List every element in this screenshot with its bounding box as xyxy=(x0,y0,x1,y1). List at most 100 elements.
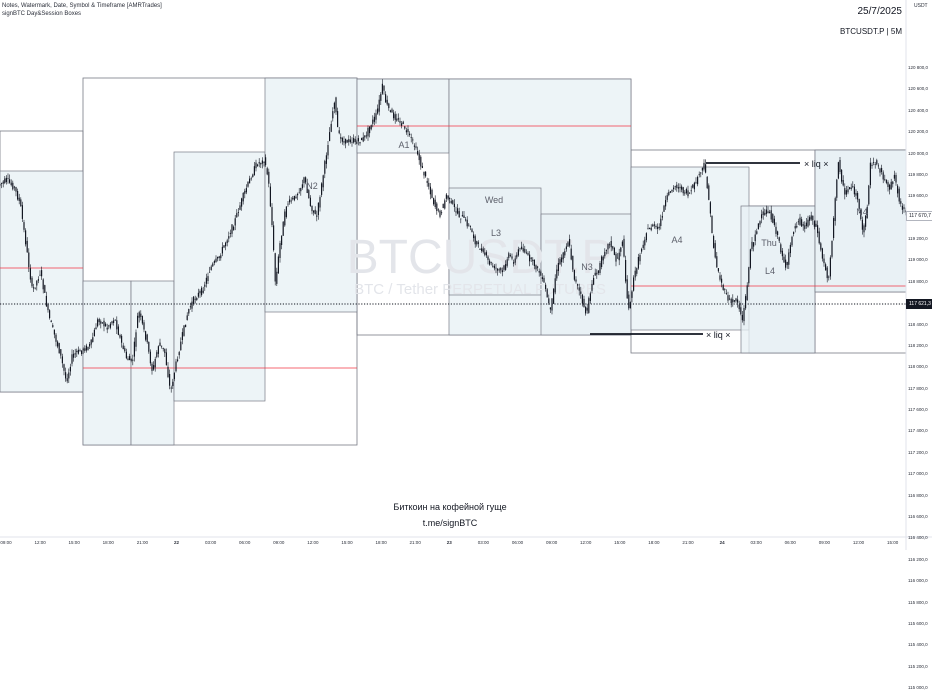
candle-body xyxy=(204,284,206,287)
price-axis-label: 116 200,0 xyxy=(908,556,928,562)
indicator-legend-2[interactable]: signBTC Day&Session Boxes xyxy=(2,11,82,17)
time-axis-label: 06:00 xyxy=(511,540,524,545)
time-axis-label: 09:00 xyxy=(0,540,12,545)
price-axis-label: 115 600,0 xyxy=(908,620,928,626)
candle-body xyxy=(420,156,422,167)
candle-body xyxy=(281,235,283,245)
candle-body xyxy=(308,190,310,198)
candle-body xyxy=(116,320,118,330)
candle-body xyxy=(231,224,233,234)
time-axis-label: 21:00 xyxy=(409,540,421,545)
candle-body xyxy=(506,259,508,266)
candle-body xyxy=(341,138,343,142)
candle-body xyxy=(410,137,412,138)
candle-body xyxy=(289,199,291,203)
candle-body xyxy=(623,238,625,257)
candle-body xyxy=(505,264,507,270)
candle-body xyxy=(39,274,41,276)
liquidity-label-low: × liq × xyxy=(706,330,731,340)
candle-body xyxy=(561,257,563,263)
candle-body xyxy=(191,301,193,309)
candle-body xyxy=(113,320,115,323)
candle-body xyxy=(871,164,873,166)
candle-body xyxy=(92,337,94,342)
candle-body xyxy=(892,181,894,185)
candle-body xyxy=(653,224,655,226)
candle-body xyxy=(127,358,129,360)
candle-body xyxy=(732,299,734,303)
candle-body xyxy=(18,197,20,201)
candle-body xyxy=(337,111,339,128)
candle-body xyxy=(130,358,132,361)
candle-body xyxy=(874,164,876,165)
candle-body xyxy=(684,192,686,194)
footer-line-2[interactable]: t.me/signBTC xyxy=(422,518,478,528)
candle-body xyxy=(111,321,113,324)
candle-body xyxy=(517,249,519,256)
candle-body xyxy=(409,133,411,135)
liquidity-label-high: × liq × xyxy=(804,159,829,169)
candle-body xyxy=(244,190,246,194)
time-axis-label: 09:00 xyxy=(545,540,558,545)
chart-symbol-timeframe: BTCUSDT.P | 5M xyxy=(840,27,902,36)
candle-body xyxy=(709,202,711,214)
candle-body xyxy=(114,319,116,321)
candle-body xyxy=(484,252,486,255)
candle-body xyxy=(543,277,545,283)
candle-body xyxy=(327,145,329,156)
candle-body xyxy=(805,222,807,227)
currency-label[interactable]: USDT xyxy=(914,3,928,9)
candle-body xyxy=(241,198,243,207)
candle-body xyxy=(21,205,23,219)
candle-body xyxy=(394,114,396,120)
candle-body xyxy=(753,242,755,247)
candle-body xyxy=(28,252,30,268)
session-box xyxy=(0,170,84,393)
candle-body xyxy=(180,341,182,351)
candle-body xyxy=(215,258,217,262)
candle-body xyxy=(52,325,54,328)
candle-body xyxy=(85,345,87,351)
candle-body xyxy=(610,241,612,248)
price-chart[interactable]: BTCUSDT.P BTC / Tether PERPETUAL FUTURES… xyxy=(0,0,932,550)
indicator-legend-1[interactable]: Notes, Watermark, Date, Symbol & Timefra… xyxy=(2,3,162,9)
candle-body xyxy=(876,160,878,165)
candle-body xyxy=(901,205,903,210)
candle-body xyxy=(607,243,609,250)
candle-body xyxy=(137,315,139,328)
candle-body xyxy=(449,197,451,199)
candle-body xyxy=(68,372,70,379)
candle-body xyxy=(10,182,12,186)
candle-body xyxy=(178,352,180,356)
candle-body xyxy=(794,226,796,229)
candle-body xyxy=(329,132,331,142)
candle-body xyxy=(225,242,227,247)
candle-body xyxy=(887,182,889,187)
candle-body xyxy=(209,271,211,273)
time-axis-label: 15:00 xyxy=(614,540,626,545)
candle-body xyxy=(618,252,620,261)
candle-body xyxy=(380,94,382,101)
candle-body xyxy=(285,206,287,217)
candle-body xyxy=(197,292,199,297)
candle-body xyxy=(860,209,862,219)
candle-body xyxy=(217,257,219,259)
price-axis-label: 115 200,0 xyxy=(908,663,928,669)
candle-body xyxy=(602,256,604,261)
candle-body xyxy=(351,141,353,143)
candle-body xyxy=(161,345,163,347)
candle-body xyxy=(661,216,663,218)
candle-body xyxy=(105,323,107,327)
candle-body xyxy=(594,272,596,276)
session-box xyxy=(740,205,816,354)
candle-body xyxy=(575,279,577,282)
candle-body xyxy=(673,187,675,190)
price-axis-label: 120 800,0 xyxy=(908,65,929,70)
candle-body xyxy=(473,234,475,239)
candle-body xyxy=(47,304,49,311)
candle-body xyxy=(258,162,260,164)
candle-body xyxy=(149,351,151,364)
candle-body xyxy=(157,346,159,354)
candle-body xyxy=(836,179,838,198)
candle-body xyxy=(577,284,579,286)
